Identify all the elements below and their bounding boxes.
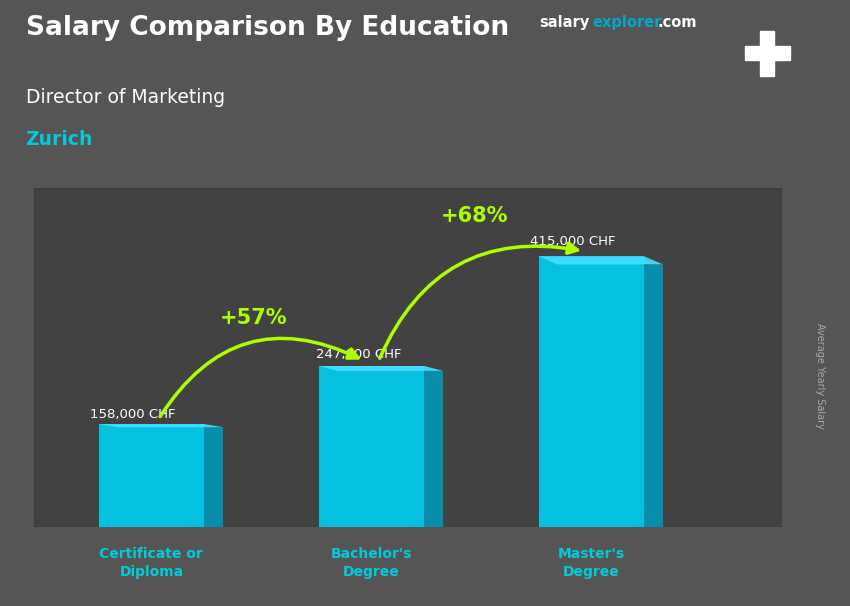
- Text: 247,000 CHF: 247,000 CHF: [315, 348, 401, 361]
- Text: Director of Marketing: Director of Marketing: [26, 88, 224, 107]
- Bar: [644, 264, 663, 527]
- Bar: [34, 188, 782, 527]
- Bar: [204, 427, 224, 527]
- Bar: [319, 366, 424, 527]
- Bar: [760, 30, 774, 76]
- Text: +68%: +68%: [440, 206, 507, 226]
- Text: Average Yearly Salary: Average Yearly Salary: [815, 323, 825, 428]
- Text: Certificate or
Diploma: Certificate or Diploma: [99, 547, 203, 579]
- Text: +57%: +57%: [220, 308, 288, 328]
- Bar: [424, 371, 443, 527]
- Text: Zurich: Zurich: [26, 130, 93, 149]
- Polygon shape: [319, 366, 443, 371]
- Text: salary: salary: [540, 15, 590, 30]
- Text: .com: .com: [657, 15, 696, 30]
- Text: 158,000 CHF: 158,000 CHF: [90, 408, 175, 421]
- Text: Bachelor's
Degree: Bachelor's Degree: [331, 547, 412, 579]
- Text: Salary Comparison By Education: Salary Comparison By Education: [26, 15, 508, 41]
- Text: 415,000 CHF: 415,000 CHF: [530, 235, 615, 248]
- Text: explorer: explorer: [592, 15, 662, 30]
- Polygon shape: [539, 256, 663, 264]
- Bar: [745, 45, 790, 61]
- Text: Master's
Degree: Master's Degree: [558, 547, 625, 579]
- Bar: [539, 256, 644, 527]
- Bar: [99, 424, 204, 527]
- Polygon shape: [99, 424, 224, 427]
